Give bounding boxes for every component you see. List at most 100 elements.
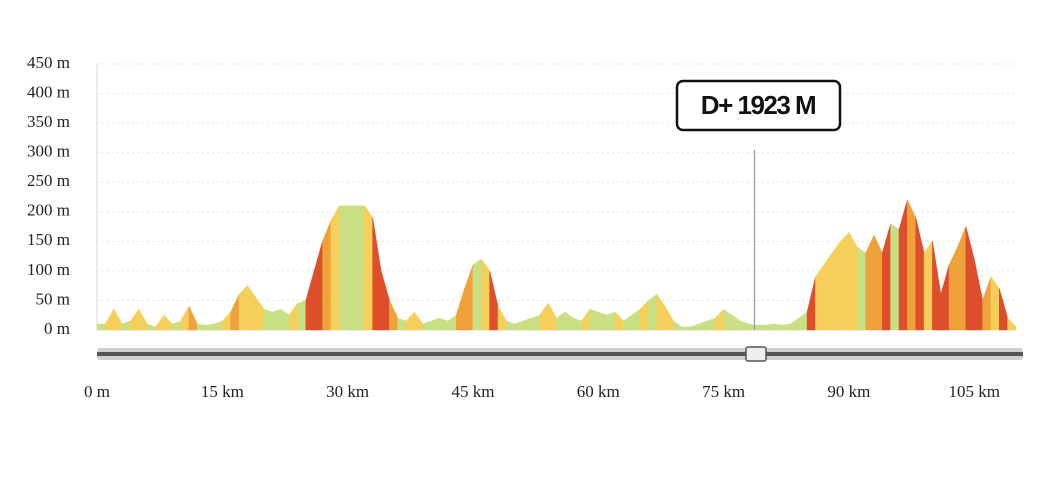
elevation-segment: [313, 241, 323, 331]
elevation-segment: [731, 314, 741, 331]
elevation-segment: [723, 308, 733, 331]
elevation-segment: [756, 324, 766, 331]
elevation-segment: [840, 231, 850, 331]
elevation-segment: [121, 320, 131, 331]
elevation-segment: [338, 205, 348, 331]
elevation-segment: [890, 223, 900, 331]
elevation-segment: [556, 311, 566, 331]
elevation-segment: [664, 305, 674, 331]
elevation-segment: [848, 231, 858, 331]
elevation-segment: [205, 323, 215, 331]
x-tick-label: 90 km: [827, 382, 870, 401]
elevation-segment: [481, 258, 490, 331]
elevation-segment: [514, 320, 524, 331]
elevation-segment: [898, 199, 908, 331]
elevation-segment: [422, 320, 432, 331]
elevation-segment: [714, 308, 724, 331]
y-tick-label: 50 m: [36, 289, 70, 308]
elevation-segment: [531, 314, 541, 331]
elevation-segment: [455, 288, 465, 331]
elevation-segment: [464, 264, 474, 331]
y-tick-label: 150 m: [27, 230, 70, 249]
elevation-segment: [297, 300, 307, 331]
elevation-segment: [865, 235, 875, 331]
y-tick-label: 400 m: [27, 82, 70, 101]
elevation-segment: [631, 308, 641, 331]
y-tick-label: 250 m: [27, 171, 70, 190]
elevation-segment: [539, 302, 549, 331]
elevation-segment: [506, 320, 516, 331]
elevation-segment: [932, 241, 942, 331]
elevation-segment: [823, 252, 833, 331]
elevation-segment: [163, 314, 173, 331]
elevation-segment: [288, 302, 298, 331]
elevation-segment: [330, 204, 340, 331]
elevation-segment: [247, 284, 257, 331]
elevation-segment: [497, 305, 507, 331]
elevation-segment: [414, 311, 424, 331]
elevation-segment: [430, 317, 440, 331]
x-tick-label: 15 km: [201, 382, 244, 401]
x-tick-label: 30 km: [326, 382, 369, 401]
elevation-segment: [105, 308, 115, 331]
elevation-segment: [280, 308, 290, 331]
annotation-text: D+ 1923 M: [701, 90, 815, 120]
elevation-segment: [706, 317, 716, 331]
elevation-segment: [171, 320, 181, 331]
elevation-segment: [673, 320, 683, 331]
elevation-segment: [689, 323, 699, 331]
elevation-segment: [305, 270, 315, 331]
elevation-segment: [982, 276, 992, 331]
elevation-segment: [773, 323, 783, 331]
elevation-segment: [940, 264, 950, 331]
elevation-segment: [581, 308, 591, 331]
annotation: D+ 1923 M: [675, 79, 842, 132]
scrollbar-handle[interactable]: [745, 346, 767, 362]
elevation-segment: [522, 317, 532, 331]
elevation-segment: [439, 317, 449, 331]
elevation-segment: [873, 235, 883, 331]
elevation-segment: [180, 305, 190, 331]
elevation-segment: [948, 247, 958, 331]
x-tick-label: 75 km: [702, 382, 745, 401]
elevation-segment: [130, 308, 140, 331]
y-tick-label: 300 m: [27, 142, 70, 161]
elevation-segment: [698, 320, 708, 331]
elevation-segment: [656, 293, 666, 331]
elevation-segment: [597, 311, 607, 331]
elevation-segment: [397, 317, 407, 331]
elevation-segment: [589, 308, 599, 331]
elevation-segment: [973, 259, 983, 331]
y-tick-label: 100 m: [27, 260, 70, 279]
y-tick-label: 450 m: [27, 53, 70, 72]
y-tick-label: 350 m: [27, 112, 70, 131]
elevation-segment: [882, 223, 891, 331]
elevation-segment: [856, 246, 866, 331]
elevation-segment: [380, 270, 390, 331]
elevation-segment: [606, 311, 616, 331]
elevation-segment: [272, 308, 282, 331]
elevation-segment: [681, 326, 691, 331]
elevation-segment: [447, 314, 457, 331]
scrollbar-line: [97, 352, 1023, 356]
elevation-segment: [907, 199, 917, 331]
elevation-segment: [322, 220, 332, 331]
elevation-segment: [790, 317, 800, 331]
elevation-segment: [364, 204, 374, 331]
elevation-segment: [765, 323, 775, 331]
elevation-segment: [213, 320, 223, 331]
elevation-segment: [798, 311, 808, 331]
elevation-segment: [623, 314, 632, 331]
elevation-segment: [96, 323, 106, 331]
elevation-segment: [572, 317, 582, 331]
elevation-segment: [489, 270, 499, 331]
elevation-segment: [815, 264, 825, 331]
elevation-segment: [146, 323, 156, 331]
y-tick-label: 0 m: [44, 319, 70, 338]
elevation-segment: [188, 306, 198, 331]
elevation-segment: [263, 308, 273, 331]
elevation-segment: [113, 308, 123, 331]
x-tick-label: 0 m: [84, 382, 110, 401]
elevation-segment: [389, 300, 399, 331]
